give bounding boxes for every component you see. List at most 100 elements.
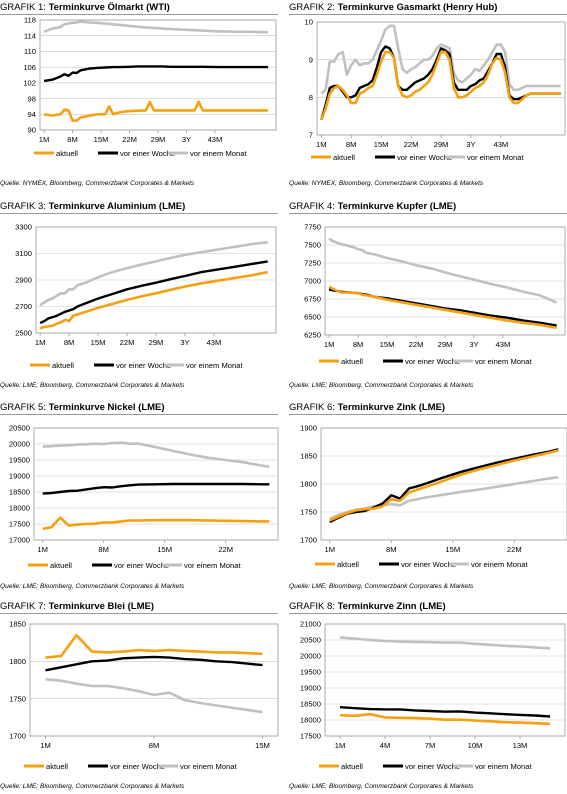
y-tick-label: 7750 (304, 223, 321, 232)
series-line-woche (339, 706, 551, 718)
legend-label: vor einer Woche (397, 153, 452, 162)
series-line-aktuell (339, 712, 551, 726)
x-tick-label: 8M (149, 741, 160, 750)
chart-panel: GRAFIK 7: Terminkurve Blei (LME) Quelle: … (0, 599, 279, 794)
series-line-aktuell (329, 449, 559, 522)
y-tick-label: 18500 (9, 488, 30, 497)
legend-label: vor einem Monat (180, 762, 237, 771)
x-tick-label: 8M (353, 340, 364, 349)
legend-label: aktuell (56, 149, 78, 158)
title-rule (0, 213, 278, 214)
y-tick-label: 2700 (15, 302, 32, 311)
plot-frame (320, 427, 567, 541)
legend-label: vor einem Monat (184, 561, 241, 570)
series-line-aktuell (42, 516, 270, 531)
title-rule (0, 613, 278, 614)
x-tick-label: 43M (207, 338, 222, 347)
x-tick-label: 43M (496, 340, 511, 349)
title-rule (289, 213, 567, 214)
x-tick-label: 29M (149, 338, 164, 347)
x-tick-label: 1M (324, 340, 335, 349)
x-tick-label: 8M (67, 135, 78, 144)
y-tick-label: 1750 (300, 508, 317, 517)
x-tick-label: 1M (40, 741, 51, 750)
legend-label: vor einer Woche (116, 361, 171, 370)
x-tick-label: 1M (325, 545, 336, 554)
plot-frame (29, 623, 279, 737)
y-tick-label: 2900 (15, 276, 32, 285)
series-line-monat (320, 24, 561, 95)
x-tick-label: 7M (425, 741, 436, 750)
series-line-monat (339, 636, 551, 650)
chart-svg: 1700 1750 1800 1850 1900 1M 8M 15M 22M aktuell vor… (300, 424, 567, 569)
series-line-monat (45, 678, 263, 714)
title-rule (0, 14, 278, 15)
legend-label: vor einem Monat (467, 153, 524, 162)
y-tick-label: 90 (28, 126, 36, 135)
chart-title: GRAFIK 4: Terminkurve Kupfer (LME) (289, 201, 456, 212)
chart-title-text: Terminkurve Blei (LME) (48, 601, 154, 612)
chart-source: Quelle: NYMEX, Bloomberg, Commerzbank Co… (289, 180, 484, 187)
plot-frame (39, 19, 277, 131)
chart-panel: GRAFIK 5: Terminkurve Nickel (LME) Quelle… (0, 400, 279, 595)
chart-number: GRAFIK 4: (289, 201, 338, 212)
chart-title: GRAFIK 3: Terminkurve Aluminium (LME) (0, 201, 185, 212)
y-tick-label: 10 (305, 18, 313, 27)
plot-frame (316, 21, 566, 136)
y-tick-label: 19500 (300, 668, 321, 677)
y-tick-label: 21000 (300, 620, 321, 629)
x-tick-label: 1M (335, 741, 346, 750)
series-line-monat (329, 476, 559, 520)
chart-svg: 17500 18000 18500 19000 19500 20000 20500 21000… (300, 620, 566, 771)
y-tick-label: 7000 (304, 277, 321, 286)
x-tick-label: 29M (434, 140, 449, 149)
series-line-woche (39, 260, 268, 325)
x-tick-label: 8M (346, 140, 357, 149)
chart-title-text: Terminkurve Gasmarkt (Henry Hub) (337, 2, 498, 13)
series-line-woche (42, 482, 270, 495)
x-tick-label: 3Y (469, 340, 478, 349)
series-line-aktuell (328, 285, 557, 330)
x-tick-label: 43M (208, 135, 223, 144)
x-tick-label: 10M (468, 741, 483, 750)
x-tick-label: 4M (380, 741, 391, 750)
title-rule (289, 14, 567, 15)
y-tick-label: 110 (24, 47, 36, 56)
x-tick-label: 8M (98, 545, 109, 554)
chart-svg: 2500 2700 2900 3100 3300 1M 8M 15M 22M 29M 3Y 43M ak… (15, 223, 277, 370)
y-tick-label: 20500 (300, 636, 321, 645)
x-tick-label: 22M (507, 545, 522, 554)
chart-panel: GRAFIK 3: Terminkurve Aluminium (LME) Que… (0, 199, 278, 394)
x-tick-label: 15M (380, 340, 395, 349)
y-tick-label: 1800 (300, 480, 317, 489)
x-tick-label: 22M (409, 340, 424, 349)
chart-panel: GRAFIK 1: Terminkurve Ölmarkt (WTI) Quell… (0, 0, 278, 195)
y-tick-label: 1800 (9, 657, 26, 666)
series-line-monat (43, 20, 268, 34)
chart-title-text: Terminkurve Zinn (LME) (337, 601, 446, 612)
x-tick-label: 15M (157, 545, 172, 554)
x-tick-label: 3Y (182, 135, 191, 144)
y-tick-label: 19000 (300, 684, 321, 693)
y-tick-label: 17500 (300, 732, 321, 741)
chart-title: GRAFIK 5: Terminkurve Nickel (LME) (0, 402, 165, 413)
series-line-woche (43, 65, 268, 83)
y-tick-label: 17000 (9, 536, 30, 545)
x-tick-label: 8M (64, 338, 75, 347)
x-tick-label: 1M (35, 338, 46, 347)
chart-source: Quelle: LME; Bloomberg, Commerzbank Corp… (0, 583, 185, 590)
y-tick-label: 2500 (15, 329, 32, 338)
legend-label: aktuell (337, 560, 359, 569)
legend-label: vor einer Woche (401, 560, 456, 569)
legend-label: vor einem Monat (190, 149, 247, 158)
y-tick-label: 7500 (304, 241, 321, 250)
x-tick-label: 15M (94, 135, 109, 144)
chart-title: GRAFIK 2: Terminkurve Gasmarkt (Henry Hu… (289, 2, 497, 13)
legend-label: vor einer Woche (405, 357, 460, 366)
legend-label: vor einer Woche (110, 762, 165, 771)
y-tick-label: 7250 (304, 259, 321, 268)
y-tick-label: 19000 (9, 472, 30, 481)
x-tick-label: 29M (151, 135, 166, 144)
y-tick-label: 6750 (304, 295, 321, 304)
y-tick-label: 9 (309, 55, 313, 64)
